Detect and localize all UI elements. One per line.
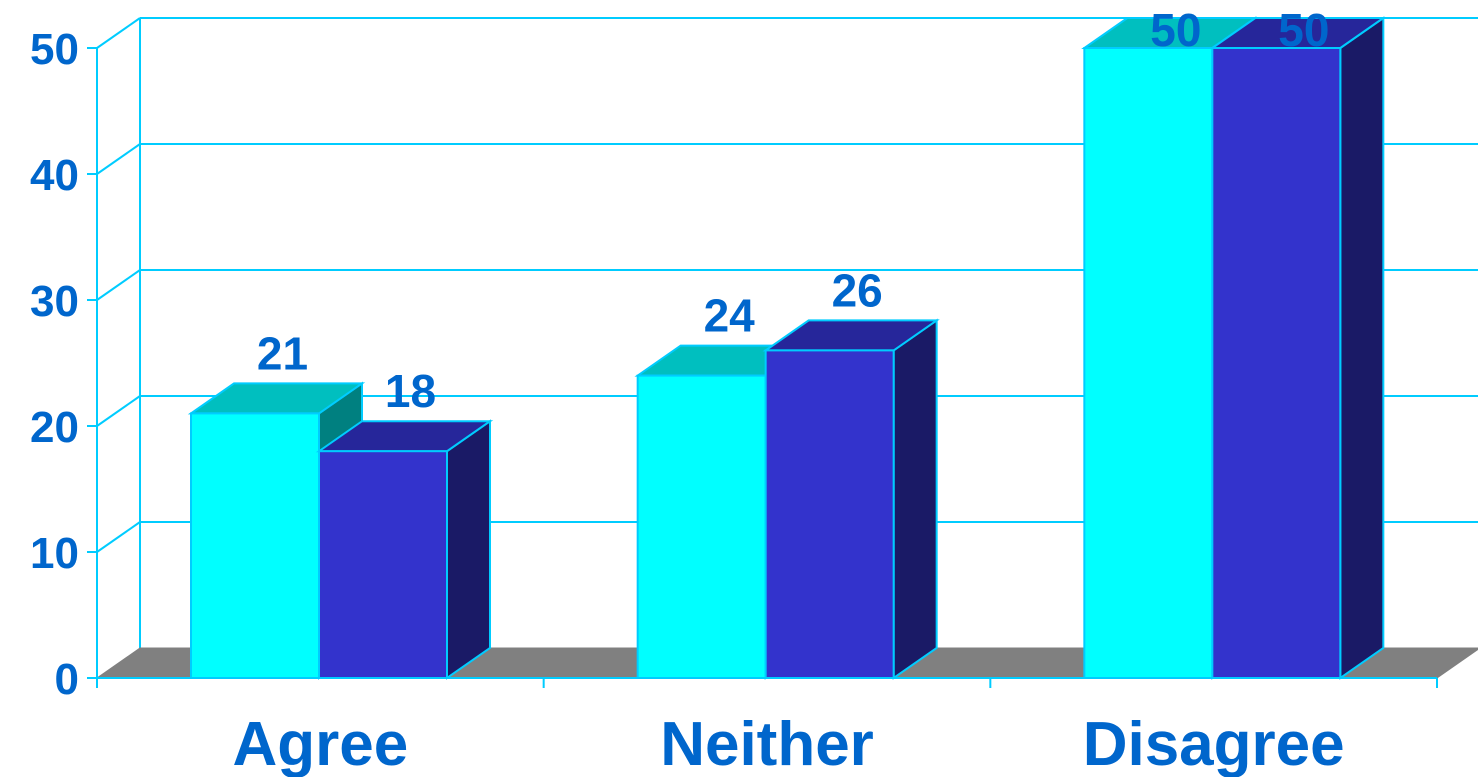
y-tick-label: 30 (30, 277, 79, 326)
data-label: 18 (385, 365, 436, 417)
y-tick-label: 40 (30, 151, 79, 200)
bar (315, 419, 494, 680)
bar (762, 318, 940, 680)
bar (1209, 16, 1387, 680)
chart-bars (187, 16, 1387, 680)
data-label: 24 (704, 290, 756, 342)
bar-front-face (1211, 47, 1342, 679)
gridline-side-30 (96, 269, 141, 301)
bar-side-face (1339, 16, 1385, 680)
bar-front-face (1083, 47, 1214, 679)
x-category-label: Disagree (1083, 710, 1345, 777)
bar-front-face (190, 412, 320, 679)
gridline-side-20 (96, 395, 141, 427)
bar-front-face (764, 349, 895, 679)
y-tick-label: 0 (55, 655, 79, 704)
gridline-side-10 (96, 521, 141, 553)
y-tick-label: 10 (30, 529, 79, 578)
x-category-label: Neither (660, 710, 874, 777)
x-category-label: Agree (232, 710, 408, 777)
gridline-side-50 (96, 17, 141, 49)
chart-axes (87, 47, 1438, 688)
bar-side-face (892, 318, 938, 680)
y-tick-label: 50 (30, 25, 79, 74)
data-label: 26 (832, 264, 883, 316)
bar-front-face (636, 374, 767, 679)
gridline-side-40 (96, 143, 141, 175)
bar-side-face (446, 419, 491, 680)
data-label: 21 (257, 327, 308, 379)
bar-front-face (318, 450, 448, 680)
y-tick-label: 20 (30, 403, 79, 452)
data-label: 50 (1278, 4, 1329, 56)
data-label: 50 (1150, 4, 1201, 56)
chart-labels: 0 10 20 30 40 50 21 18 24 26 50 50 Agree Neither Disag… (30, 4, 1345, 777)
